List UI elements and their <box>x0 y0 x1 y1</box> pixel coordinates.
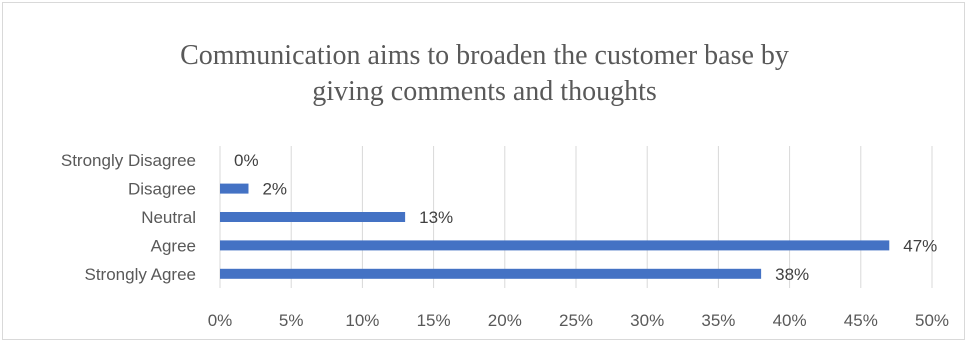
category-label-2: Neutral <box>141 208 196 227</box>
bar-neutral <box>220 212 406 222</box>
data-label-4: 38% <box>775 265 809 284</box>
x-tick-label-5: 25% <box>559 311 593 330</box>
category-label-1: Disagree <box>128 180 196 199</box>
chart-frame <box>2 2 965 340</box>
bar-disagree <box>220 183 249 194</box>
labels: 0% 5% 10% 15% 20% 25% 30% 35% 40% 45% 50% Strongly … <box>61 151 949 330</box>
x-tick-label-1: 5% <box>279 311 304 330</box>
bar-agree <box>220 240 890 251</box>
x-tick-label-6: 30% <box>630 311 664 330</box>
category-label-0: Strongly Disagree <box>61 151 196 170</box>
bar-strongly-agree <box>220 268 762 279</box>
chart-title-line-1: Communication aims to broaden the custom… <box>180 40 789 71</box>
chart-title-line-2: giving comments and thoughts <box>312 76 657 107</box>
data-label-1: 2% <box>262 180 287 199</box>
x-tick-label-3: 15% <box>417 311 451 330</box>
data-label-2: 13% <box>419 208 453 227</box>
data-label-0: 0% <box>234 151 259 170</box>
x-tick-label-2: 10% <box>345 311 379 330</box>
chart-title: Communication aims to broaden the custom… <box>0 38 969 110</box>
x-tick-label-10: 50% <box>915 311 949 330</box>
category-label-4: Strongly Agree <box>84 265 196 284</box>
x-tick-label-8: 40% <box>773 311 807 330</box>
x-tick-label-4: 20% <box>488 311 522 330</box>
x-tick-label-9: 45% <box>844 311 878 330</box>
data-label-3: 47% <box>903 236 937 255</box>
category-label-3: Agree <box>151 236 196 255</box>
x-tick-label-7: 35% <box>701 311 735 330</box>
x-tick-label-0: 0% <box>208 311 233 330</box>
bars <box>220 183 890 279</box>
